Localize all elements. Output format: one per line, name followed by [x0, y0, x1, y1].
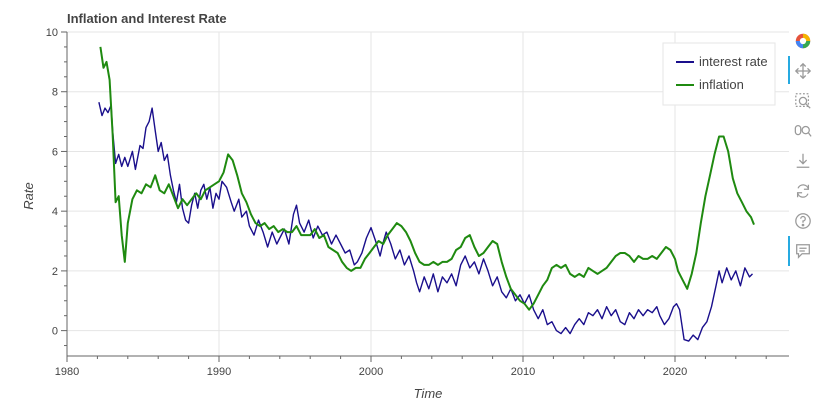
- y-tick-label-10: 10: [46, 27, 58, 39]
- legend-box: [662, 42, 776, 106]
- legend-label-inflation: inflation: [699, 77, 744, 92]
- pan-icon[interactable]: [792, 60, 814, 82]
- y-tick-label-2: 2: [52, 266, 58, 278]
- y-axis-label: Rate: [21, 182, 36, 209]
- pan-active-indicator: [788, 56, 790, 84]
- box-zoom-icon[interactable]: [792, 90, 814, 112]
- x-tick-label-2020: 2020: [663, 366, 687, 378]
- x-tick-label-1980: 1980: [55, 366, 79, 378]
- y-axis: 0 2 4 6 8 10: [46, 27, 68, 356]
- toolbar: [788, 28, 820, 278]
- wheel-zoom-icon[interactable]: [792, 120, 814, 142]
- save-icon[interactable]: [792, 150, 814, 172]
- logo-icon[interactable]: [792, 30, 814, 52]
- y-tick-label-6: 6: [52, 146, 58, 158]
- x-axis: 1980 1990 2000 2010 2020: [55, 355, 789, 378]
- series-line-inflation: [99, 46, 755, 311]
- x-tick-label-2010: 2010: [511, 366, 535, 378]
- reset-icon[interactable]: [792, 180, 814, 202]
- help-icon[interactable]: [792, 210, 814, 232]
- series-line-interest-rate: [98, 102, 753, 342]
- x-axis-label: Time: [414, 386, 443, 401]
- y-tick-label-8: 8: [52, 87, 58, 99]
- x-tick-label-1990: 1990: [207, 366, 231, 378]
- series-group: [98, 46, 755, 342]
- y-tick-label-4: 4: [52, 206, 58, 218]
- legend-label-interest-rate: interest rate: [699, 54, 768, 69]
- legend[interactable]: interest rate inflation: [662, 42, 776, 106]
- y-tick-label-0: 0: [52, 326, 58, 338]
- chart-title: Inflation and Interest Rate: [67, 11, 227, 26]
- hover-active-indicator: [788, 236, 790, 266]
- hover-icon[interactable]: [792, 240, 814, 262]
- x-tick-label-2000: 2000: [359, 366, 383, 378]
